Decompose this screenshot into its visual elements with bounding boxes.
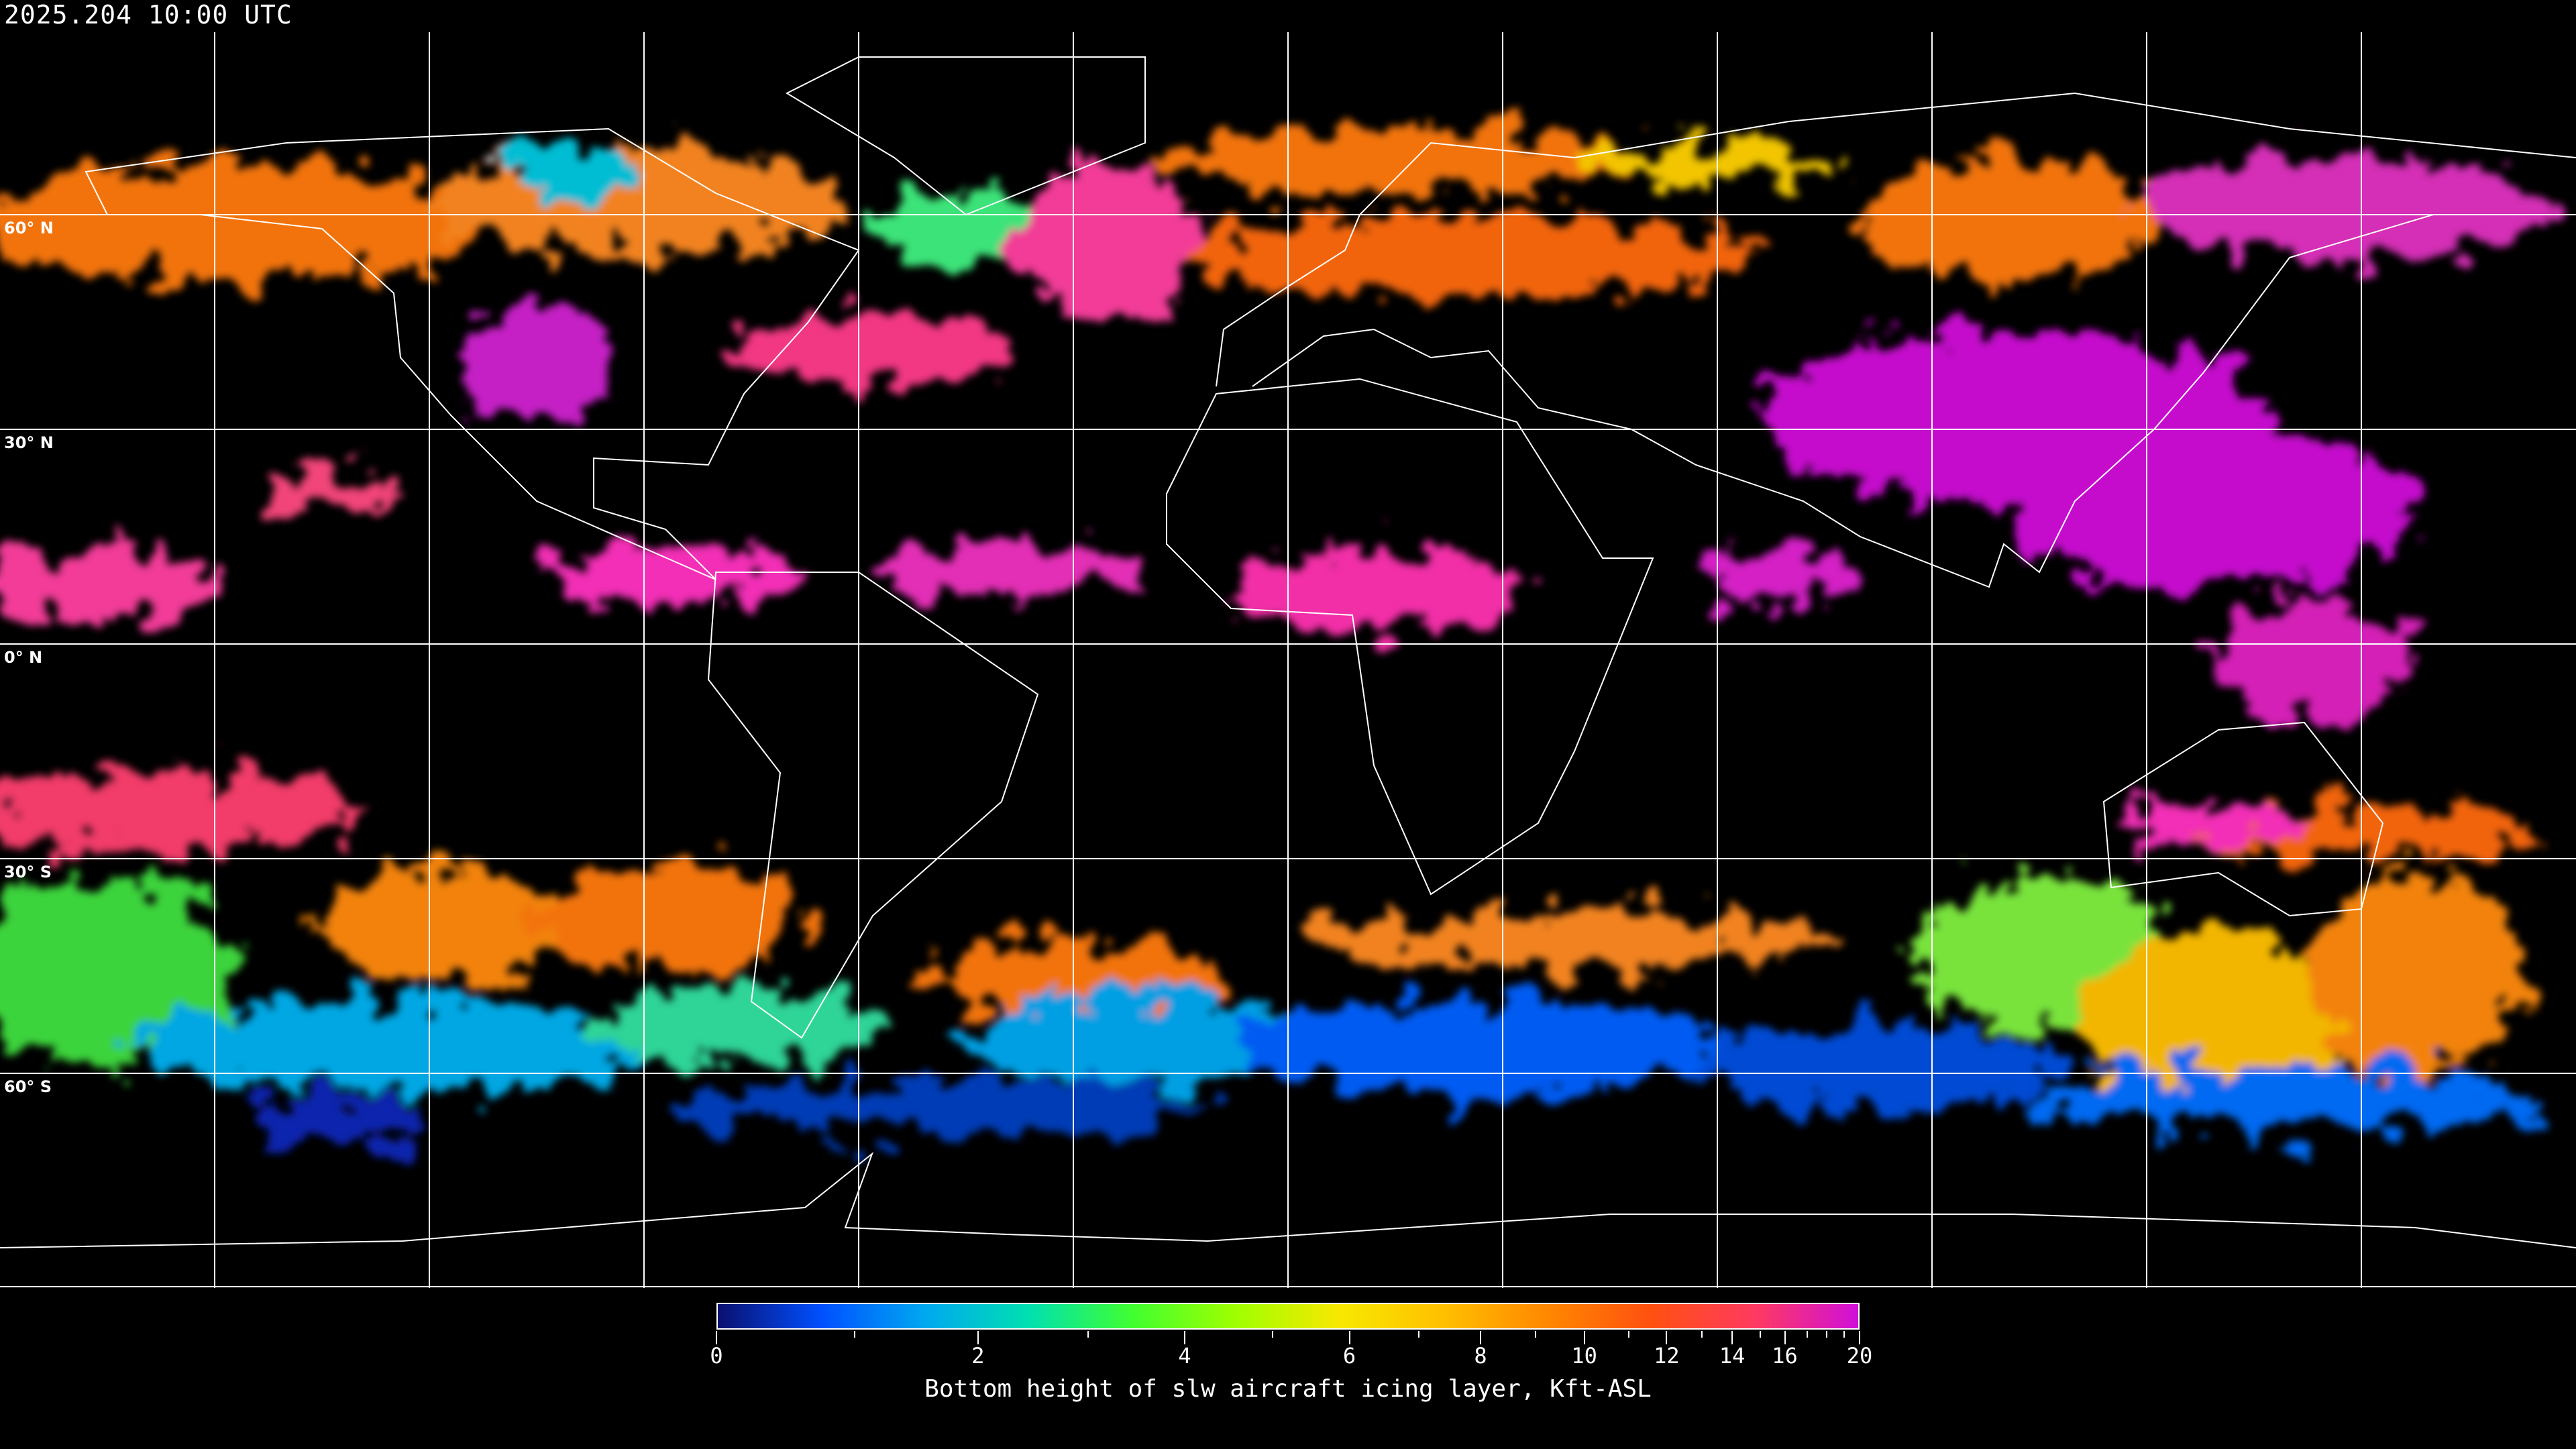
colorbar-major-tick — [1666, 1331, 1668, 1344]
colorbar-minor-tick — [1417, 1331, 1419, 1338]
colorbar-tick-label: 0 — [710, 1343, 723, 1368]
colorbar — [716, 1303, 1860, 1330]
colorbar-title: Bottom height of slw aircraft icing laye… — [924, 1375, 1652, 1403]
colorbar-minor-tick — [1806, 1331, 1808, 1338]
cloud-region — [872, 543, 1140, 597]
cloud-region — [2012, 429, 2415, 590]
cloud-region — [1154, 127, 1664, 195]
graticule — [0, 32, 2576, 1288]
lat-label-60n: 60° N — [4, 219, 54, 237]
timestamp: 2025.204 10:00 UTC — [4, 0, 292, 30]
cloud-region — [724, 315, 1020, 382]
cloud-region — [1865, 161, 2160, 282]
colorbar-tick-label: 2 — [971, 1343, 985, 1368]
colorbar-minor-tick — [853, 1331, 855, 1338]
colorbar-tick-label: 4 — [1178, 1343, 1191, 1368]
cloud-region — [966, 993, 1315, 1087]
lat-label-30s: 30° S — [4, 863, 52, 881]
cloud-region — [872, 188, 1033, 268]
colorbar-tick-label: 6 — [1342, 1343, 1356, 1368]
colorbar-minor-tick — [1627, 1331, 1629, 1338]
colorbar-tick-label: 16 — [1772, 1343, 1798, 1368]
colorbar-ticks: 0 2 4 6 8 10 12 14 16 20 — [710, 1331, 1872, 1371]
cloud-region — [2120, 805, 2308, 845]
cloud-region — [503, 148, 637, 201]
coastline-north-america — [85, 127, 860, 580]
coastline-africa — [1166, 378, 1654, 896]
cloud-region — [1221, 550, 1529, 631]
colorbar-tick-label: 20 — [1846, 1343, 1873, 1368]
colorbar-minor-tick — [1826, 1331, 1828, 1338]
lat-label-30n: 30° N — [4, 433, 54, 452]
cloud-region — [0, 161, 490, 282]
colorbar-minor-tick — [1760, 1331, 1762, 1338]
lat-label-60s: 60° S — [4, 1077, 52, 1096]
cloud-region — [1234, 1000, 1717, 1093]
cloud-region — [537, 865, 805, 973]
lat-label-0n: 0° N — [4, 648, 43, 667]
coastline-south-america — [707, 572, 1039, 1039]
cloud-region — [2214, 597, 2415, 718]
colorbar-major-tick — [1731, 1331, 1733, 1344]
colorbar-minor-tick — [1087, 1331, 1089, 1338]
colorbar-minor-tick — [1843, 1331, 1845, 1338]
colorbar-major-tick — [1479, 1331, 1481, 1344]
cloud-region — [590, 986, 885, 1067]
cloud-region — [456, 302, 617, 423]
colorbar-major-tick — [1183, 1331, 1185, 1344]
cloud-region — [2308, 872, 2522, 1073]
cloud-region — [436, 148, 839, 255]
cloud-region — [1576, 141, 1845, 181]
colorbar-major-tick — [1784, 1331, 1786, 1344]
colorbar-tick-label: 14 — [1719, 1343, 1746, 1368]
colorbar-tick-label: 10 — [1571, 1343, 1597, 1368]
colorbar-minor-tick — [1701, 1331, 1703, 1338]
colorbar-major-tick — [977, 1331, 979, 1344]
cloud-region — [268, 1100, 416, 1144]
icing-map — [0, 32, 2576, 1288]
colorbar-major-tick — [1348, 1331, 1350, 1344]
cloud-region — [134, 1000, 671, 1093]
colorbar-minor-tick — [1534, 1331, 1536, 1338]
cloud-region — [1194, 215, 1758, 295]
cloud-region — [671, 1080, 1208, 1134]
colorbar-major-tick — [716, 1331, 717, 1344]
colorbar-major-tick — [1859, 1331, 1860, 1344]
cloud-region — [2026, 1067, 2536, 1134]
cloud-region — [268, 470, 402, 510]
cloud-region — [315, 865, 557, 986]
cloud-region — [0, 550, 221, 617]
colorbar-minor-tick — [1271, 1331, 1273, 1338]
cloud-region — [0, 771, 369, 852]
cloud-region — [1704, 1020, 2053, 1114]
cloud-region — [2147, 154, 2549, 262]
colorbar-tick-label: 12 — [1654, 1343, 1680, 1368]
cloud-region — [1013, 161, 1201, 322]
cloud-field — [0, 127, 2549, 1144]
colorbar-major-tick — [1583, 1331, 1585, 1344]
cloud-region — [1308, 912, 1845, 966]
cloud-region — [1697, 550, 1858, 604]
cloud-region — [0, 879, 235, 1067]
cloud-region — [537, 550, 805, 604]
colorbar-tick-label: 8 — [1474, 1343, 1487, 1368]
